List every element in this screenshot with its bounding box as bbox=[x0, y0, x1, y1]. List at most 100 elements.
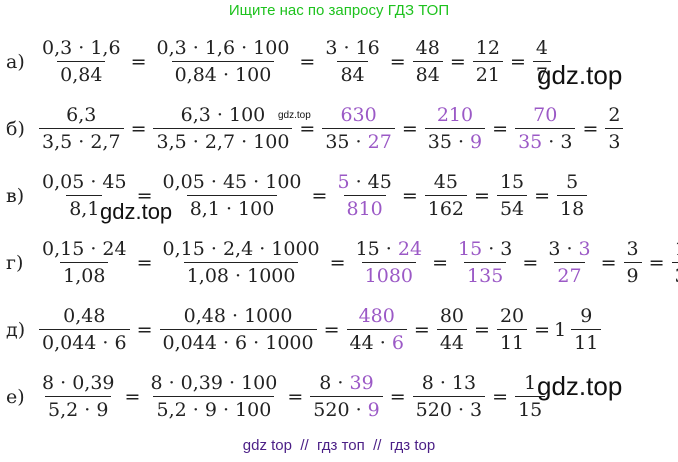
denominator: 44 · 6 bbox=[346, 329, 407, 354]
term-text: 4 bbox=[535, 37, 548, 59]
denominator: 11 bbox=[496, 329, 528, 354]
equals-sign: = bbox=[130, 117, 147, 140]
numerator: 0,48 bbox=[60, 305, 108, 329]
denominator: 7 bbox=[532, 61, 551, 86]
numerator: 5 · 45 bbox=[334, 171, 394, 195]
term-text: 5,2 · 9 bbox=[48, 399, 109, 421]
term-text: 11 bbox=[574, 332, 599, 354]
fraction: 70 35 · 3 bbox=[515, 104, 576, 153]
fraction: 0,05 · 45 · 100 8,1 · 100 bbox=[160, 171, 305, 220]
term-text: 20 bbox=[499, 305, 525, 327]
denominator: 1,08 · 1000 bbox=[183, 262, 299, 287]
denominator: 520 · 9 bbox=[310, 396, 383, 421]
numerator: 1 bbox=[521, 372, 539, 396]
term-text: 5 bbox=[566, 171, 579, 193]
row-label: в) bbox=[6, 184, 25, 207]
numerator: 480 bbox=[356, 305, 398, 329]
term-text: 35 · bbox=[325, 131, 368, 153]
equals-sign: = bbox=[136, 318, 153, 341]
numerator: 8 · 39 bbox=[316, 372, 376, 396]
term-text: 80 bbox=[439, 305, 465, 327]
term-text: 8,1 · 100 bbox=[189, 198, 275, 220]
denominator: 11 bbox=[571, 329, 602, 354]
denominator: 27 bbox=[554, 262, 585, 287]
term-text: 8 · bbox=[319, 372, 350, 394]
numerator: 630 bbox=[337, 104, 379, 128]
equals-sign: = bbox=[582, 117, 599, 140]
term-text: 11 bbox=[499, 332, 525, 354]
term-text: 15 bbox=[518, 399, 543, 421]
row-label: е) bbox=[6, 385, 25, 408]
term-highlight: 70 bbox=[533, 104, 558, 126]
term-text: 0,84 · 100 bbox=[174, 64, 272, 86]
solution-row: б) 6,3 3,5 · 2,7 = 6,3 · 100 3,5 · 2,7 · 100 =… bbox=[6, 95, 678, 162]
numerator: 15 bbox=[497, 171, 527, 195]
term-highlight: 630 bbox=[340, 104, 377, 126]
fraction: 45 162 bbox=[424, 171, 468, 220]
denominator: 3,5 · 2,7 bbox=[39, 128, 124, 153]
numerator: 80 bbox=[437, 305, 467, 329]
term-text: 1 bbox=[524, 372, 537, 394]
numerator: 4 bbox=[533, 37, 551, 61]
denominator: 0,044 · 6 · 1000 bbox=[159, 329, 317, 354]
fraction: 5 18 bbox=[557, 171, 588, 220]
term-highlight: 135 bbox=[467, 265, 504, 287]
denominator: 8,1 bbox=[66, 195, 103, 220]
fraction: 8 · 0,39 5,2 · 9 bbox=[39, 372, 118, 421]
denominator: 3 bbox=[671, 262, 678, 287]
term-text: 0,84 bbox=[60, 64, 103, 86]
fraction: 8 · 13 520 · 3 bbox=[412, 372, 486, 421]
term-text: 12 bbox=[475, 37, 500, 59]
term-text: 8 · 0,39 bbox=[42, 372, 115, 394]
term-text: 6,3 · 100 bbox=[180, 104, 266, 126]
term-highlight: 210 bbox=[436, 104, 474, 126]
denominator: 84 bbox=[412, 61, 443, 86]
numerator: 9 bbox=[577, 305, 595, 329]
fraction: 48 84 bbox=[412, 37, 443, 86]
term-text: 162 bbox=[427, 198, 465, 220]
term-highlight: 15 bbox=[457, 238, 483, 260]
denominator: 5,2 · 9 · 100 bbox=[153, 396, 275, 421]
numerator: 70 bbox=[530, 104, 560, 128]
row-label: а) bbox=[6, 50, 25, 73]
term-text: 6,3 bbox=[66, 104, 97, 126]
equals-sign: = bbox=[432, 251, 448, 274]
term-text: 5,2 · 9 · 100 bbox=[156, 399, 272, 421]
term-text: 0,05 · 45 bbox=[42, 171, 127, 193]
term-text: 48 bbox=[415, 37, 440, 59]
term-highlight: 24 bbox=[397, 238, 423, 260]
denominator: 0,84 bbox=[57, 61, 106, 86]
numerator: 8 · 0,39 bbox=[39, 372, 118, 396]
term-text: 54 bbox=[499, 198, 525, 220]
denominator: 1,08 bbox=[60, 262, 109, 287]
denominator: 35 · 3 bbox=[515, 128, 576, 153]
watermark: gdz.top bbox=[100, 199, 173, 224]
term-text: 520 · bbox=[313, 399, 368, 421]
term-text: 84 bbox=[415, 64, 440, 86]
equals-sign: = bbox=[311, 184, 328, 207]
term-text: 1,08 · 1000 bbox=[186, 265, 296, 287]
fraction: 6,3 3,5 · 2,7 bbox=[39, 104, 124, 153]
term-text: 21 bbox=[475, 64, 500, 86]
equals-sign: = bbox=[389, 50, 406, 73]
equals-sign: = bbox=[136, 184, 153, 207]
equals-sign: = bbox=[287, 385, 304, 408]
numerator: 2 bbox=[605, 104, 623, 128]
numerator: 1 bbox=[672, 238, 678, 262]
numerator: 3 · 16 bbox=[322, 37, 382, 61]
equals-sign: = bbox=[648, 251, 665, 274]
denominator: 520 · 3 bbox=[412, 396, 486, 421]
solution-row: д) 0,48 0,044 · 6 = 0,48 · 1000 0,044 · 6 · 1… bbox=[6, 296, 678, 363]
term-text: 44 bbox=[439, 332, 465, 354]
denominator: 3 bbox=[605, 128, 624, 153]
numerator: 0,3 · 1,6 bbox=[39, 37, 124, 61]
watermark: gdz.top bbox=[537, 371, 623, 401]
numerator: 210 bbox=[434, 104, 476, 128]
term-text: 3,5 · 2,7 · 100 bbox=[156, 131, 290, 153]
term-text: · 45 bbox=[349, 171, 392, 193]
denominator: 162 bbox=[424, 195, 468, 220]
term-text: 15 bbox=[499, 171, 525, 193]
term-highlight: 9 bbox=[470, 131, 483, 153]
term-text: 84 bbox=[340, 64, 365, 86]
equals-sign: = bbox=[534, 184, 551, 207]
